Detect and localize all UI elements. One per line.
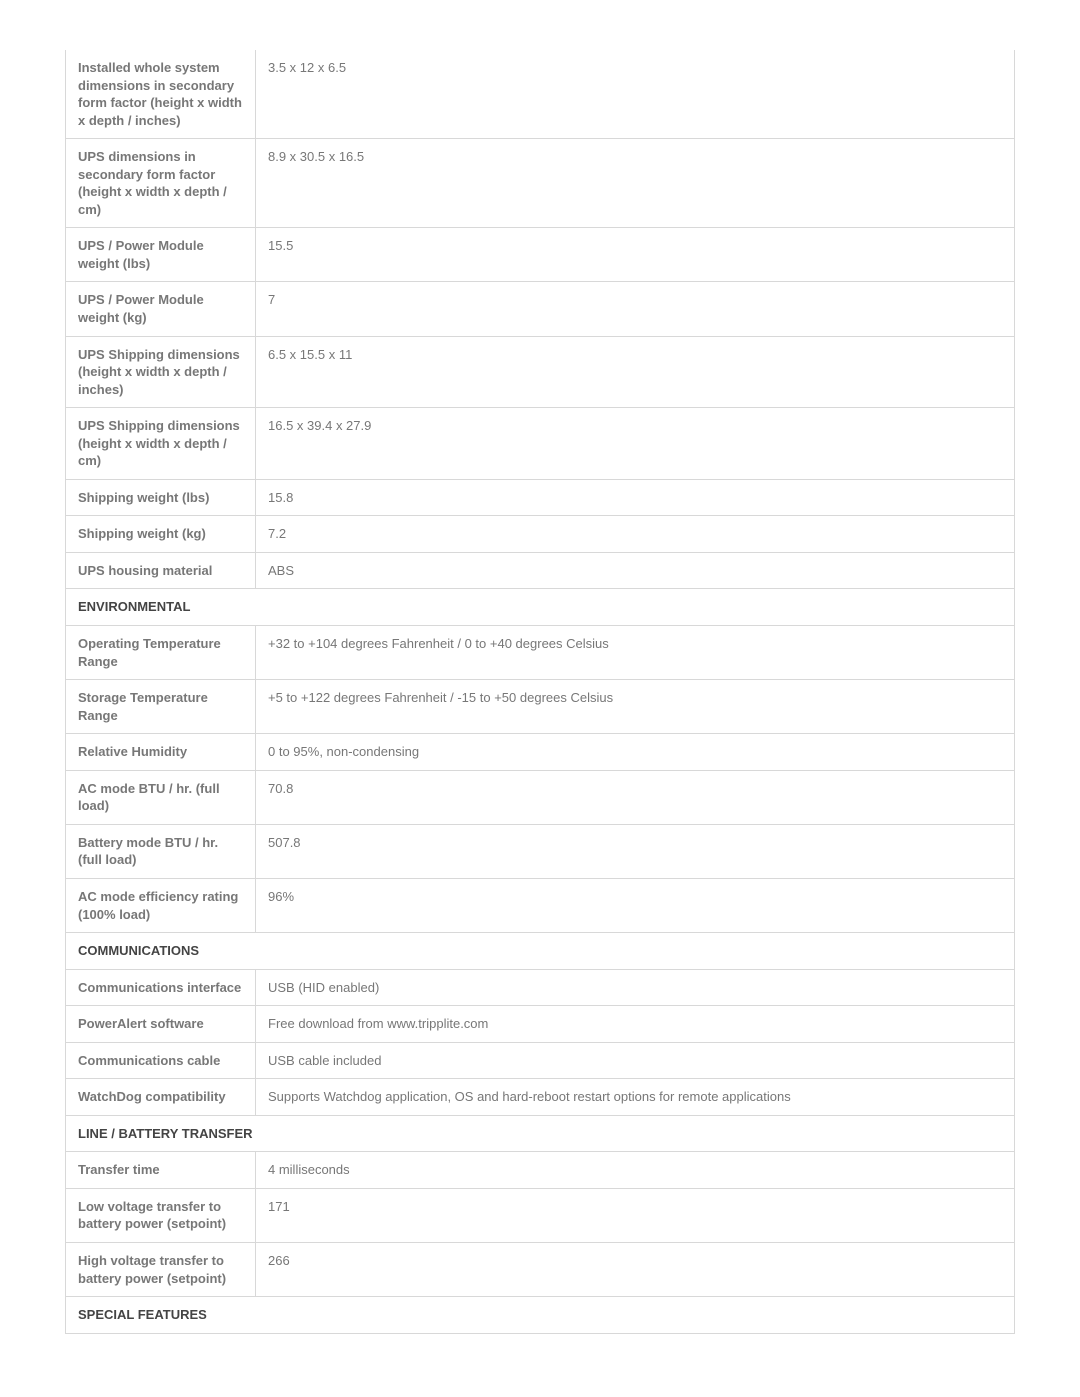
section-row: SPECIAL FEATURES (66, 1297, 1015, 1334)
spec-row: Low voltage transfer to battery power (s… (66, 1188, 1015, 1242)
spec-table: Installed whole system dimensions in sec… (65, 50, 1015, 1334)
spec-label: High voltage transfer to battery power (… (66, 1242, 256, 1296)
spec-label: Shipping weight (lbs) (66, 479, 256, 516)
spec-row: AC mode BTU / hr. (full load)70.8 (66, 770, 1015, 824)
section-header: SPECIAL FEATURES (66, 1297, 1015, 1334)
spec-value: 7 (256, 282, 1015, 336)
spec-row: UPS Shipping dimensions (height x width … (66, 336, 1015, 408)
spec-row: High voltage transfer to battery power (… (66, 1242, 1015, 1296)
spec-label: Communications interface (66, 969, 256, 1006)
section-row: COMMUNICATIONS (66, 933, 1015, 970)
spec-row: Relative Humidity0 to 95%, non-condensin… (66, 734, 1015, 771)
spec-sheet-page: Installed whole system dimensions in sec… (0, 0, 1080, 1354)
spec-label: UPS housing material (66, 552, 256, 589)
spec-row: WatchDog compatibilitySupports Watchdog … (66, 1079, 1015, 1116)
section-row: ENVIRONMENTAL (66, 589, 1015, 626)
spec-value: 0 to 95%, non-condensing (256, 734, 1015, 771)
spec-value: +5 to +122 degrees Fahrenheit / -15 to +… (256, 680, 1015, 734)
spec-value: 15.5 (256, 228, 1015, 282)
spec-value: 507.8 (256, 824, 1015, 878)
spec-row: Storage Temperature Range+5 to +122 degr… (66, 680, 1015, 734)
spec-value: USB (HID enabled) (256, 969, 1015, 1006)
spec-label: AC mode efficiency rating (100% load) (66, 878, 256, 932)
spec-value: 8.9 x 30.5 x 16.5 (256, 139, 1015, 228)
spec-value: Free download from www.tripplite.com (256, 1006, 1015, 1043)
spec-value: 16.5 x 39.4 x 27.9 (256, 408, 1015, 480)
spec-row: Installed whole system dimensions in sec… (66, 50, 1015, 139)
spec-row: UPS Shipping dimensions (height x width … (66, 408, 1015, 480)
spec-label: Battery mode BTU / hr. (full load) (66, 824, 256, 878)
spec-value: 96% (256, 878, 1015, 932)
section-header: ENVIRONMENTAL (66, 589, 1015, 626)
spec-label: Low voltage transfer to battery power (s… (66, 1188, 256, 1242)
spec-value: 171 (256, 1188, 1015, 1242)
spec-table-body: Installed whole system dimensions in sec… (66, 50, 1015, 1333)
spec-value: USB cable included (256, 1042, 1015, 1079)
spec-label: Installed whole system dimensions in sec… (66, 50, 256, 139)
spec-label: AC mode BTU / hr. (full load) (66, 770, 256, 824)
spec-label: PowerAlert software (66, 1006, 256, 1043)
spec-label: WatchDog compatibility (66, 1079, 256, 1116)
spec-value: 70.8 (256, 770, 1015, 824)
spec-value: 6.5 x 15.5 x 11 (256, 336, 1015, 408)
spec-label: Transfer time (66, 1152, 256, 1189)
spec-row: Shipping weight (lbs)15.8 (66, 479, 1015, 516)
spec-value: 7.2 (256, 516, 1015, 553)
spec-value: +32 to +104 degrees Fahrenheit / 0 to +4… (256, 626, 1015, 680)
section-row: LINE / BATTERY TRANSFER (66, 1115, 1015, 1152)
spec-label: Communications cable (66, 1042, 256, 1079)
spec-row: AC mode efficiency rating (100% load)96% (66, 878, 1015, 932)
spec-row: UPS / Power Module weight (kg)7 (66, 282, 1015, 336)
spec-label: Shipping weight (kg) (66, 516, 256, 553)
section-header: COMMUNICATIONS (66, 933, 1015, 970)
spec-row: Battery mode BTU / hr. (full load)507.8 (66, 824, 1015, 878)
spec-row: Shipping weight (kg)7.2 (66, 516, 1015, 553)
spec-value: 3.5 x 12 x 6.5 (256, 50, 1015, 139)
spec-row: Communications cableUSB cable included (66, 1042, 1015, 1079)
spec-row: UPS dimensions in secondary form factor … (66, 139, 1015, 228)
spec-label: UPS / Power Module weight (kg) (66, 282, 256, 336)
spec-value: 4 milliseconds (256, 1152, 1015, 1189)
spec-label: UPS Shipping dimensions (height x width … (66, 336, 256, 408)
spec-row: Operating Temperature Range+32 to +104 d… (66, 626, 1015, 680)
section-header: LINE / BATTERY TRANSFER (66, 1115, 1015, 1152)
spec-label: UPS / Power Module weight (lbs) (66, 228, 256, 282)
spec-label: Storage Temperature Range (66, 680, 256, 734)
spec-row: Transfer time4 milliseconds (66, 1152, 1015, 1189)
spec-label: UPS dimensions in secondary form factor … (66, 139, 256, 228)
spec-row: Communications interfaceUSB (HID enabled… (66, 969, 1015, 1006)
spec-value: Supports Watchdog application, OS and ha… (256, 1079, 1015, 1116)
spec-row: UPS housing materialABS (66, 552, 1015, 589)
spec-label: Relative Humidity (66, 734, 256, 771)
spec-value: ABS (256, 552, 1015, 589)
spec-row: UPS / Power Module weight (lbs)15.5 (66, 228, 1015, 282)
spec-label: UPS Shipping dimensions (height x width … (66, 408, 256, 480)
spec-label: Operating Temperature Range (66, 626, 256, 680)
spec-value: 15.8 (256, 479, 1015, 516)
spec-row: PowerAlert softwareFree download from ww… (66, 1006, 1015, 1043)
spec-value: 266 (256, 1242, 1015, 1296)
